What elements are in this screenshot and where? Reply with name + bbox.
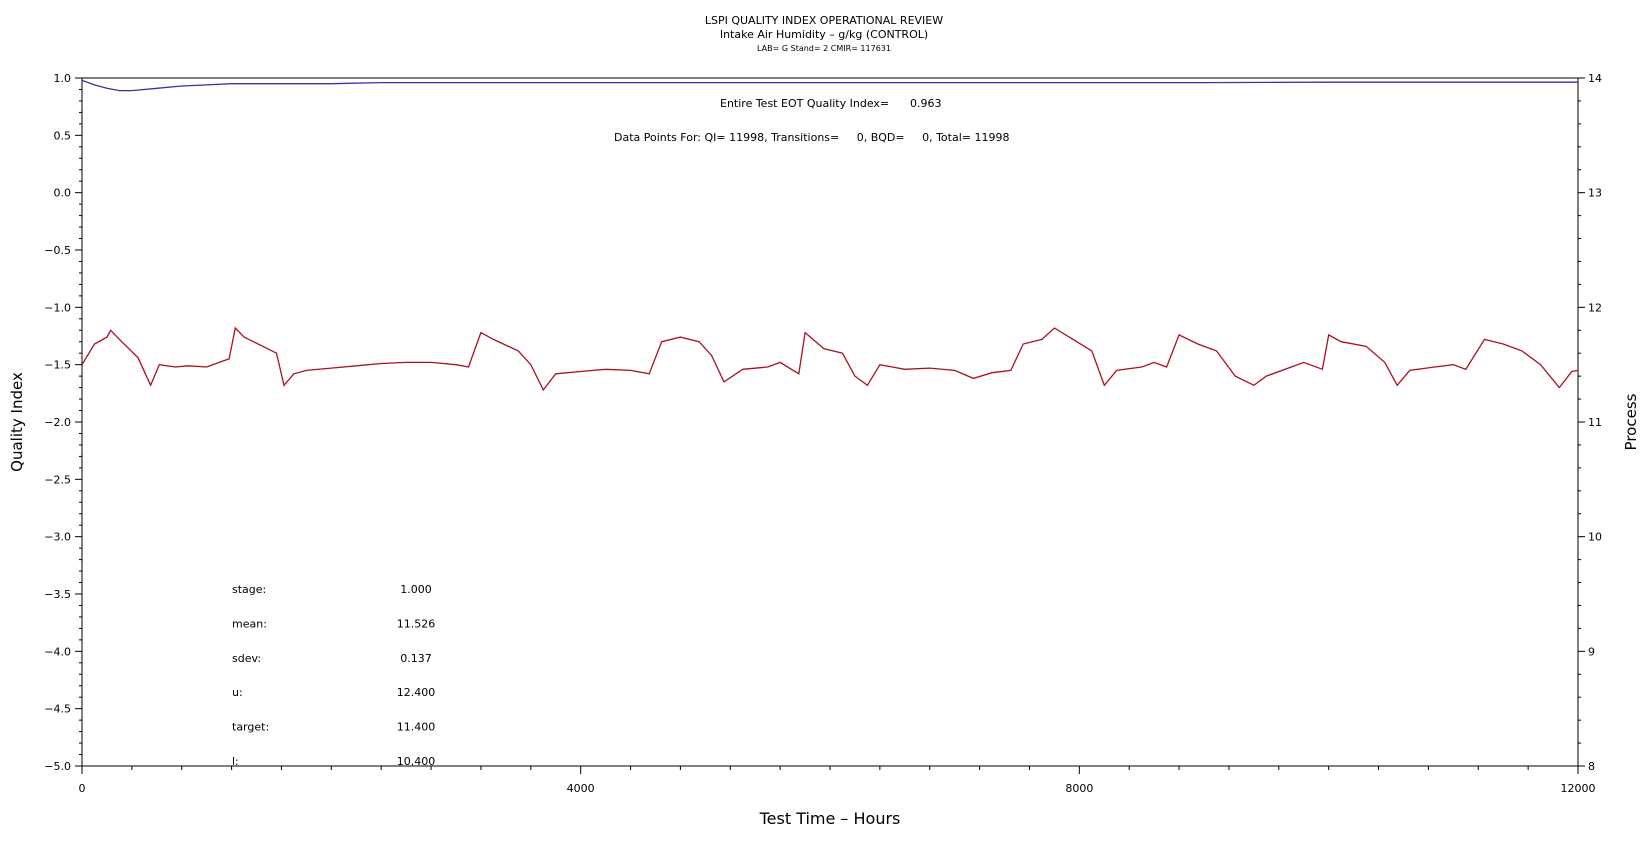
y-right-tick-label: 13 <box>1588 187 1602 200</box>
stat-label: u: <box>232 686 243 699</box>
y-right-tick-label: 9 <box>1588 645 1595 658</box>
stat-label: target: <box>232 721 269 734</box>
y-left-tick-label: −2.0 <box>44 416 71 429</box>
y-left-tick-label: −0.5 <box>44 244 71 257</box>
x-axis-label: Test Time – Hours <box>759 809 901 828</box>
stat-value: 10.400 <box>397 755 436 768</box>
y-left-tick-label: −3.0 <box>44 531 71 544</box>
y-left-tick-label: −1.0 <box>44 301 71 314</box>
x-tick-label: 8000 <box>1065 782 1093 795</box>
y-left-tick-label: −2.5 <box>44 473 71 486</box>
stat-label: stage: <box>232 583 266 596</box>
y-right-tick-label: 14 <box>1588 72 1602 85</box>
y-right-axis-label: Process <box>1622 393 1640 450</box>
stat-value: 1.000 <box>400 583 432 596</box>
y-right-tick-label: 10 <box>1588 531 1602 544</box>
y-left-tick-label: −4.5 <box>44 703 71 716</box>
eot-label: Entire Test EOT Quality Index= <box>720 97 889 110</box>
stat-label: l: <box>232 755 239 768</box>
y-right-tick-label: 12 <box>1588 301 1602 314</box>
y-left-tick-label: −4.0 <box>44 645 71 658</box>
quality-index-line <box>82 79 1578 92</box>
y-left-tick-label: 1.0 <box>54 72 72 85</box>
stat-value: 12.400 <box>397 686 436 699</box>
stat-value: 11.526 <box>397 617 436 630</box>
eot-value: 0.963 <box>910 97 942 110</box>
data-points-annotation: Data Points For: QI= 11998, Transitions=… <box>614 131 1009 144</box>
stat-label: sdev: <box>232 652 261 665</box>
x-tick-label: 12000 <box>1561 782 1596 795</box>
y-left-tick-label: 0.5 <box>54 129 72 142</box>
y-left-tick-label: −1.5 <box>44 359 71 372</box>
stat-value: 0.137 <box>400 652 432 665</box>
process-line <box>82 326 1578 392</box>
x-tick-label: 0 <box>79 782 86 795</box>
chart-subsubtitle: LAB= G Stand= 2 CMIR= 117631 <box>757 44 891 53</box>
chart-title: LSPI QUALITY INDEX OPERATIONAL REVIEW <box>705 14 943 27</box>
axes: 0 4000 8000 12000 1.0 0.5 0.0 −0.5 −1.0 −1.5 −2.0 −… <box>44 72 1602 795</box>
stats-block: stage: 1.000 mean: 11.526 sdev: 0.137 u: 12.400… <box>232 583 435 768</box>
x-tick-label: 4000 <box>567 782 595 795</box>
y-left-tick-label: −5.0 <box>44 760 71 773</box>
y-left-axis-label: Quality Index <box>8 372 26 472</box>
y-left-tick-label: 0.0 <box>54 187 72 200</box>
y-right-tick-label: 8 <box>1588 760 1595 773</box>
stat-label: mean: <box>232 617 267 630</box>
plot-frame <box>81 77 1579 767</box>
chart-subtitle: Intake Air Humidity – g/kg (CONTROL) <box>720 28 928 41</box>
series-layer <box>82 79 1578 392</box>
y-left-tick-label: −3.5 <box>44 588 71 601</box>
y-right-tick-label: 11 <box>1588 416 1602 429</box>
stat-value: 11.400 <box>397 721 436 734</box>
